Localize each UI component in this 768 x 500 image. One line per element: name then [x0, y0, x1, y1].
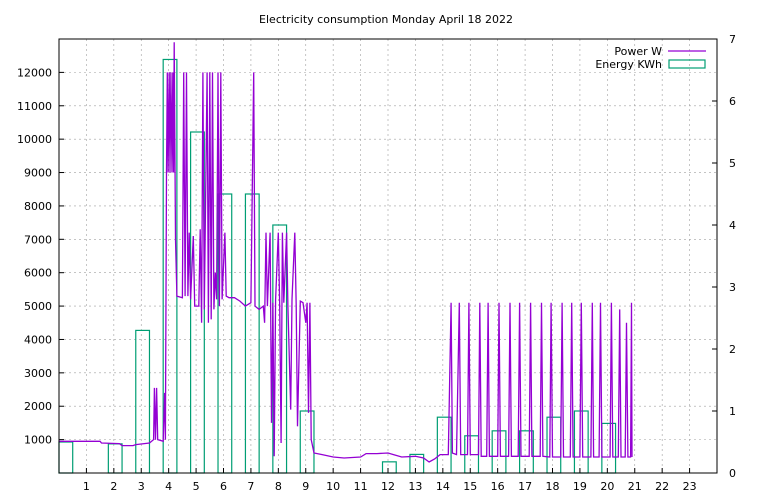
- y2-tick-label: 3: [729, 281, 736, 294]
- y-tick-label: 12000: [17, 66, 52, 79]
- y2-tick-label: 0: [729, 467, 736, 480]
- legend-label-power: Power W: [614, 45, 662, 58]
- y-tick-label: 9000: [24, 167, 52, 180]
- x-tick-label: 9: [302, 480, 309, 493]
- y-tick-label: 6000: [24, 267, 52, 280]
- x-tick-label: 1: [83, 480, 90, 493]
- x-tick-label: 4: [165, 480, 172, 493]
- x-tick-label: 13: [408, 480, 422, 493]
- x-tick-label: 22: [655, 480, 669, 493]
- y2-tick-label: 1: [729, 405, 736, 418]
- y-tick-label: 7000: [24, 233, 52, 246]
- energy-bar: [491, 430, 507, 474]
- x-tick-label: 14: [436, 480, 450, 493]
- x-tick-label: 19: [573, 480, 587, 493]
- chart-title: Electricity consumption Monday April 18 …: [259, 13, 513, 26]
- legend-swatch-energy: [668, 59, 706, 69]
- energy-bar: [381, 461, 397, 474]
- y-tick-label: 8000: [24, 200, 52, 213]
- y-tick-label: 3000: [24, 367, 52, 380]
- energy-bar: [135, 329, 151, 474]
- x-tick-label: 12: [381, 480, 395, 493]
- legend: Power W Energy KWh: [595, 45, 706, 71]
- energy-bar: [601, 422, 617, 474]
- x-tick-label: 3: [138, 480, 145, 493]
- energy-bar: [573, 410, 589, 474]
- y2-tick-label: 6: [729, 95, 736, 108]
- x-tick-label: 5: [193, 480, 200, 493]
- y2-tick-label: 4: [729, 219, 736, 232]
- x-tick-label: 8: [275, 480, 282, 493]
- y-tick-label: 5000: [24, 300, 52, 313]
- x-tick-label: 21: [628, 480, 642, 493]
- legend-label-energy: Energy KWh: [595, 58, 662, 71]
- y-tick-label: 11000: [17, 100, 52, 113]
- x-tick-label: 17: [518, 480, 532, 493]
- x-tick-label: 11: [354, 480, 368, 493]
- y-tick-label: 2000: [24, 400, 52, 413]
- power-line: [59, 42, 633, 463]
- x-tick-label: 15: [463, 480, 477, 493]
- x-tick-label: 20: [600, 480, 614, 493]
- y-tick-label: 4000: [24, 333, 52, 346]
- x-tick-label: 2: [110, 480, 117, 493]
- y2-tick-label: 7: [729, 33, 736, 46]
- y-tick-label: 1000: [24, 434, 52, 447]
- x-tick-label: 7: [247, 480, 254, 493]
- power-series: [59, 42, 633, 463]
- tick-layer: 1 2 3 4 5 6 7 8 9 10 11 12 13 14 15 16 17 18 19 20 21 22 23100…: [17, 33, 736, 493]
- x-tick-label: 23: [683, 480, 697, 493]
- y2-tick-label: 5: [729, 157, 736, 170]
- energy-bar: [546, 416, 562, 474]
- x-tick-label: 16: [491, 480, 505, 493]
- x-tick-label: 6: [220, 480, 227, 493]
- y2-tick-label: 2: [729, 343, 736, 356]
- x-tick-label: 18: [546, 480, 560, 493]
- energy-bar: [107, 443, 123, 474]
- y-tick-label: 10000: [17, 133, 52, 146]
- energy-bar: [58, 441, 74, 474]
- x-tick-label: 10: [326, 480, 340, 493]
